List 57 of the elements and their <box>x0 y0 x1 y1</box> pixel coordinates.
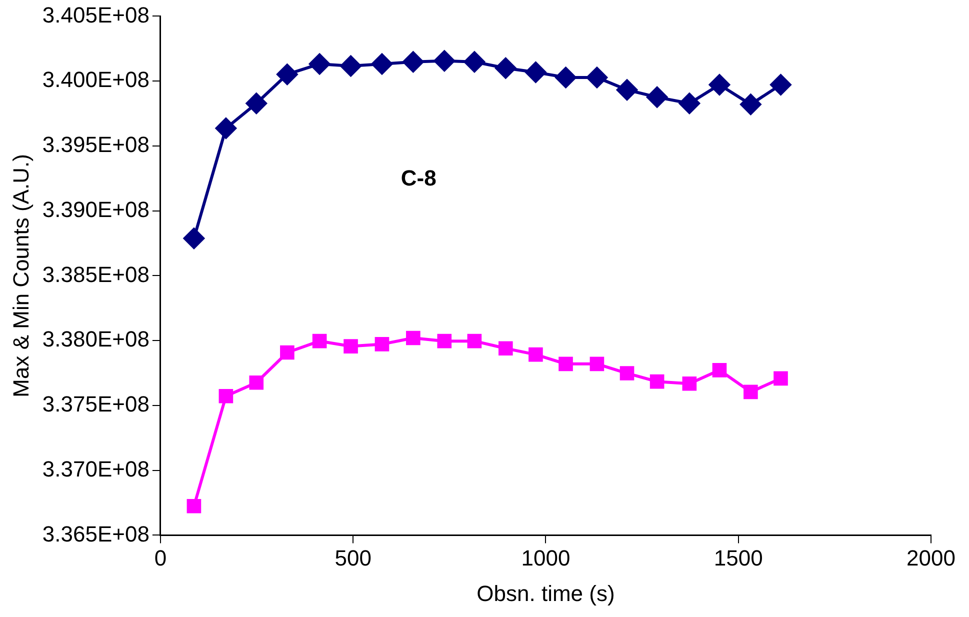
y-tick-label: 3.390E+08 <box>42 196 150 222</box>
point <box>183 228 204 249</box>
point <box>555 66 576 88</box>
point <box>590 356 604 372</box>
point <box>371 53 392 74</box>
point <box>402 51 424 72</box>
point <box>437 334 452 348</box>
point <box>586 66 608 88</box>
point <box>280 345 294 360</box>
point <box>464 51 485 72</box>
point <box>495 58 516 79</box>
annotation: C-8 <box>400 166 436 191</box>
y-tick-label: 3.380E+08 <box>42 326 150 352</box>
y-tick-label: 3.395E+08 <box>42 132 150 158</box>
point <box>525 62 546 83</box>
y-axis-title: Max & Min Counts (A.U.) <box>8 154 34 398</box>
point <box>312 334 327 348</box>
point <box>406 330 420 346</box>
y-tick-label: 3.365E+08 <box>42 521 150 546</box>
point <box>215 118 236 139</box>
point <box>558 356 573 372</box>
y-tick-label: 3.370E+08 <box>42 456 150 482</box>
point <box>616 79 638 100</box>
point <box>740 94 762 115</box>
x-axis-title: Obsn. time (s) <box>476 580 615 606</box>
point <box>712 363 727 378</box>
point <box>646 86 668 108</box>
point <box>434 50 455 72</box>
point <box>528 347 543 362</box>
point <box>340 56 362 77</box>
point <box>467 334 482 348</box>
point <box>374 337 390 352</box>
point <box>708 74 730 96</box>
point <box>620 366 634 380</box>
point <box>770 74 792 96</box>
y-tick-label: 3.385E+08 <box>42 262 150 287</box>
y-tick-label: 3.400E+08 <box>42 67 150 92</box>
point <box>246 92 267 114</box>
point <box>218 388 234 404</box>
point <box>650 374 664 389</box>
y-tick-label: 3.375E+08 <box>42 392 150 417</box>
x-tick-label: 2000 <box>906 545 956 570</box>
point <box>276 64 298 85</box>
point <box>498 341 513 356</box>
point <box>678 92 700 114</box>
point <box>309 53 330 74</box>
x-tick-label: 1500 <box>714 545 763 570</box>
point <box>682 376 697 391</box>
point <box>186 498 202 514</box>
point <box>774 371 788 386</box>
point <box>744 384 758 400</box>
x-tick-label: 500 <box>334 545 372 570</box>
x-tick-label: 1000 <box>521 545 570 570</box>
point <box>344 339 358 354</box>
x-tick-label: 0 <box>154 545 167 570</box>
point <box>249 375 264 390</box>
y-tick-label: 3.405E+08 <box>42 2 150 28</box>
